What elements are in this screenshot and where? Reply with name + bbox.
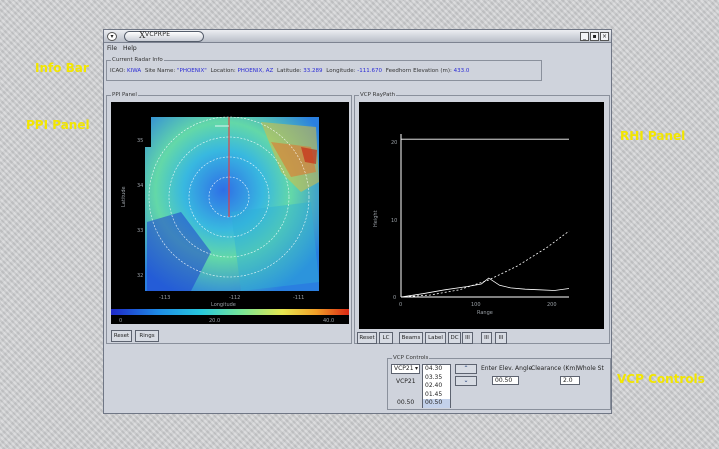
ppi-panel-callout: PPI Panel	[26, 118, 90, 132]
chevron-down-icon: ▾	[414, 365, 418, 372]
icao-label: ICAO:	[110, 68, 126, 74]
ppi-ylabel: Latitude	[121, 186, 127, 207]
colorbar-tick-2: 20.0	[209, 318, 220, 324]
radar-info-line: ICAO: KIWA Site Name: "PHOENIX" Location…	[110, 68, 471, 74]
rhi-ytick-1: 20	[391, 140, 397, 146]
vcp-select[interactable]: VCP21 ▾	[391, 364, 420, 374]
ppi-ytick-4: 32	[137, 273, 143, 279]
colorbar-tick-3: 40.0	[323, 318, 334, 324]
longitude-label: Longitude:	[326, 68, 356, 74]
arrow-up-icon: ⌃	[463, 365, 469, 372]
ppi-xtick-2: -112	[229, 295, 240, 301]
elevation-item[interactable]: 02.40	[425, 382, 443, 389]
arrow-down-icon: ⌄	[463, 377, 469, 384]
elevation-down-button[interactable]: ⌄	[455, 376, 477, 386]
rhi-ylabel: Height	[373, 210, 379, 227]
rhi-chart: 20 10 0 Height 0 100 200 Range	[373, 134, 570, 316]
ppi-reset-button[interactable]: Reset	[111, 330, 132, 342]
menu-file[interactable]: File	[107, 45, 118, 52]
close-button[interactable]: ×	[600, 32, 609, 41]
minimize-button[interactable]: _	[580, 32, 589, 41]
ppi-xlabel: Longitude	[211, 302, 236, 308]
ppi-xtick-3: -111	[293, 295, 304, 301]
colorbar	[111, 309, 349, 315]
maximize-button[interactable]: ▪	[590, 32, 599, 41]
low-west	[147, 212, 211, 291]
title-bar: ▾ X VCPRPE _ ▪ ×	[104, 30, 611, 43]
ppi-ytick-1: 35	[137, 138, 143, 144]
elevation-item-selected[interactable]: 00.50	[423, 399, 450, 408]
vcp-name-label: VCP21	[396, 378, 416, 385]
ppi-plot[interactable]: 35 34 33 32 Latitude -113 -112 -111 Long…	[111, 102, 349, 324]
elevation-value: 433.0	[453, 68, 470, 74]
x-logo-icon: X	[139, 31, 146, 41]
ppi-panel: PPI Panel	[106, 92, 352, 344]
rhi-series-group	[400, 138, 570, 298]
elevation-label: Feedhorn Elevation (m):	[385, 68, 452, 74]
app-window: ▾ X VCPRPE _ ▪ × File Help Current Radar…	[103, 29, 612, 414]
elevation-up-button[interactable]: ⌃	[455, 364, 477, 374]
info-bar: Current Radar Info ICAO: KIWA Site Name:…	[106, 57, 542, 81]
rhi-xtick-3: 200	[547, 302, 557, 308]
ppi-ytick-3: 33	[137, 228, 143, 234]
ppi-ytick-2: 34	[137, 183, 143, 189]
rhi-extra-button-1[interactable]: III	[462, 332, 473, 344]
latitude-label: Latitude:	[277, 68, 302, 74]
rhi-extra-button-2[interactable]: III	[481, 332, 492, 344]
info-bar-callout: Info Bar	[35, 61, 89, 75]
elevation-list[interactable]: 04.30 03.35 02.40 01.45 00.50	[422, 364, 451, 408]
rhi-reset-button[interactable]: Reset	[357, 332, 377, 344]
site-name-label: Site Name:	[144, 68, 176, 74]
angle-label: Enter Elev. Angle	[481, 365, 533, 372]
whole-label: Whole St	[577, 365, 604, 372]
angle-input[interactable]: 00.50	[492, 376, 519, 385]
clearance-label: Clearance (Km)	[531, 365, 578, 372]
ppi-rings-button[interactable]: Rings	[135, 330, 159, 342]
site-name-value: "PHOENIX"	[177, 68, 207, 74]
mid-southeast	[231, 202, 319, 291]
rhi-panel-callout: RHI Panel	[620, 129, 686, 143]
latitude-value: 33.289	[303, 68, 323, 74]
rhi-ytick-2: 10	[391, 218, 397, 224]
elevation-item[interactable]: 04.30	[425, 365, 443, 372]
info-bar-title: Current Radar Info	[111, 57, 164, 64]
rhi-plot[interactable]: 20 10 0 Height 0 100 200 Range	[359, 102, 604, 329]
selected-elevation: 00.50	[397, 399, 415, 406]
rhi-xtick-2: 100	[471, 302, 481, 308]
colorbar-tick-1: 0	[119, 318, 122, 324]
location-label: Location:	[210, 68, 236, 74]
title-tab: X	[124, 31, 204, 42]
ppi-panel-title: PPI Panel	[111, 92, 138, 99]
window-menu-button[interactable]: ▾	[107, 32, 117, 41]
elevation-item[interactable]: 01.45	[425, 390, 443, 398]
terrain-red-ne	[301, 147, 317, 164]
longitude-value: -111.670	[357, 68, 382, 74]
rhi-lc-button[interactable]: LC	[379, 332, 393, 344]
ppi-chart: 35 34 33 32 Latitude -113 -112 -111 Long…	[111, 116, 349, 324]
clearance-input[interactable]: 2.0	[560, 376, 580, 385]
rhi-panel-title: VCP RayPath	[359, 92, 397, 99]
icao-value: KIWA	[126, 68, 142, 74]
rhi-label-button[interactable]: Label	[425, 332, 446, 344]
vcp-controls-title: VCP Controls	[392, 355, 430, 362]
nodata-corner	[145, 117, 151, 147]
terrain-profile-line	[400, 277, 570, 298]
vcp-controls-panel: VCP Controls VCP21 ▾ VCP21 04.30 03.35 0…	[387, 355, 611, 410]
rhi-extra-button-3[interactable]: III	[495, 332, 507, 344]
menu-bar: File Help	[104, 44, 611, 53]
window-title: VCPRPE	[145, 31, 171, 38]
ppi-xtick-1: -113	[159, 295, 170, 301]
vcp-controls-callout: VCP Controls	[617, 372, 705, 386]
beam-path-line	[400, 230, 570, 298]
rhi-panel: VCP RayPath 20 10 0 Height 0 100 200 Ran…	[354, 92, 610, 344]
rhi-xtick-1: 0	[399, 302, 402, 308]
vcp-select-value: VCP21	[394, 365, 414, 372]
location-value: PHOENIX, AZ	[237, 68, 274, 74]
rhi-xlabel: Range	[477, 310, 493, 316]
rhi-ytick-3: 0	[393, 295, 396, 301]
rhi-dc-button[interactable]: DC	[448, 332, 461, 344]
elevation-item[interactable]: 03.35	[425, 373, 443, 381]
rhi-beams-button[interactable]: Beams	[399, 332, 423, 344]
menu-help[interactable]: Help	[123, 45, 137, 52]
